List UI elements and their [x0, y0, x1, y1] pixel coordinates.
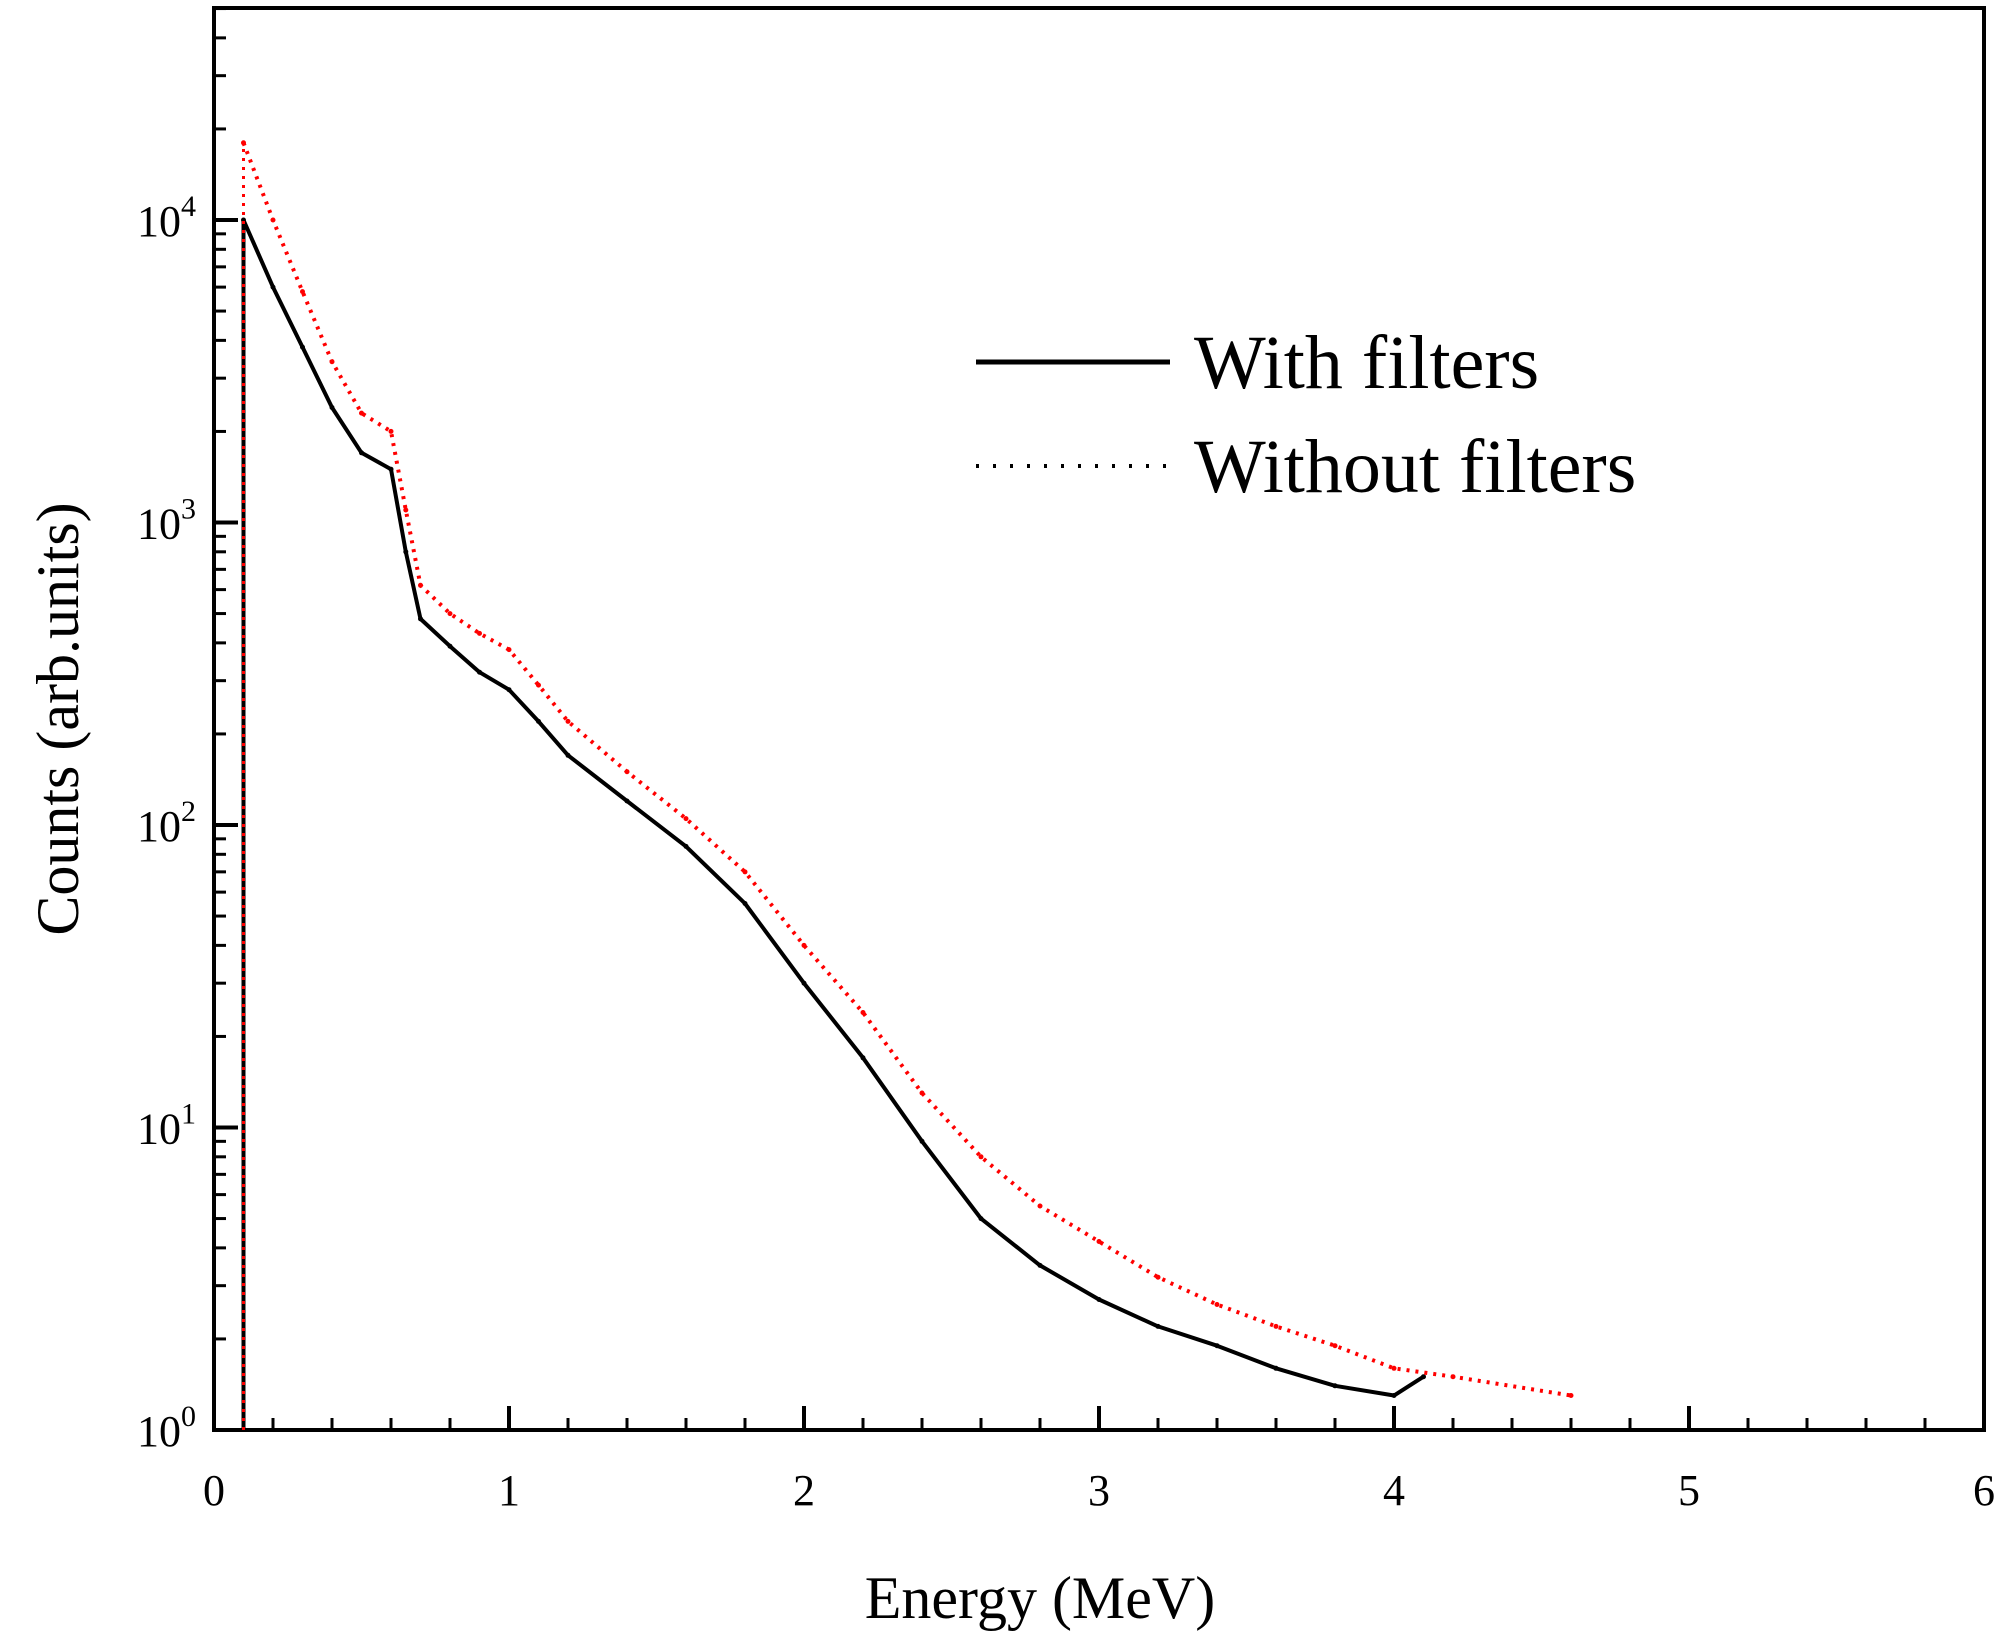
point-without-filters: [536, 682, 541, 688]
point-with-filters: [742, 901, 748, 906]
x-tick-label: 0: [203, 1466, 225, 1515]
point-with-filters: [270, 284, 276, 290]
y-tick-label: 100: [137, 1400, 196, 1456]
point-without-filters: [403, 507, 409, 513]
x-tick-label: 3: [1088, 1466, 1110, 1515]
point-without-filters: [1155, 1274, 1161, 1280]
point-without-filters: [624, 769, 630, 775]
x-tick-label: 5: [1678, 1466, 1700, 1515]
series-without-filters: [241, 142, 1572, 1398]
point-with-filters: [1214, 1343, 1220, 1349]
point-without-filters: [860, 1010, 866, 1015]
point-without-filters: [1391, 1365, 1397, 1371]
point-without-filters: [1037, 1203, 1043, 1209]
point-with-filters: [919, 1138, 925, 1144]
legend-label-with-filters: With filters: [1194, 321, 1539, 405]
point-with-filters: [447, 643, 453, 649]
point-without-filters: [418, 582, 423, 588]
point-without-filters: [300, 289, 305, 295]
point-without-filters: [1568, 1393, 1574, 1398]
point-without-filters: [683, 816, 689, 822]
y-tick-label: 101: [137, 1098, 196, 1154]
point-without-filters: [359, 410, 364, 416]
point-with-filters: [536, 718, 541, 724]
y-tick-label: 103: [137, 493, 196, 549]
x-tick-label: 1: [498, 1466, 520, 1515]
point-with-filters: [329, 405, 335, 410]
point-with-filters: [565, 752, 571, 758]
point-without-filters: [329, 359, 335, 365]
point-with-filters: [978, 1216, 984, 1222]
point-without-filters: [1096, 1239, 1102, 1244]
legend: With filters Without filters: [976, 321, 1636, 509]
x-tick-label: 2: [793, 1466, 815, 1515]
point-without-filters: [919, 1090, 925, 1096]
point-with-filters: [1332, 1383, 1338, 1389]
point-without-filters: [241, 140, 246, 146]
y-axis-label: Counts (arb.units): [25, 502, 91, 935]
point-with-filters: [801, 980, 807, 986]
point-without-filters: [978, 1154, 984, 1160]
point-with-filters: [477, 669, 482, 675]
point-without-filters: [565, 718, 571, 724]
x-tick-label: 4: [1383, 1466, 1405, 1515]
point-without-filters: [477, 630, 482, 636]
y-tick-label: 104: [137, 190, 196, 246]
point-with-filters: [418, 616, 423, 622]
point-without-filters: [1273, 1323, 1279, 1329]
point-without-filters: [1332, 1343, 1338, 1349]
point-with-filters: [1037, 1262, 1043, 1268]
point-with-filters: [403, 549, 409, 555]
point-with-filters: [1391, 1393, 1397, 1398]
point-with-filters: [1421, 1374, 1426, 1380]
legend-label-without-filters: Without filters: [1194, 425, 1636, 509]
point-without-filters: [270, 217, 276, 223]
point-with-filters: [860, 1055, 866, 1061]
x-tick-label: 6: [1973, 1466, 1995, 1515]
x-axis-label: Energy (MeV): [865, 1565, 1215, 1631]
plot-frame: [212, 6, 1986, 1432]
point-with-filters: [506, 687, 512, 693]
x-axis-ticks: 0 1 2 3 4 5 6: [203, 1406, 1995, 1515]
y-tick-label: 102: [137, 795, 196, 851]
point-without-filters: [506, 647, 512, 653]
point-with-filters: [388, 466, 394, 472]
series-with-filters: [241, 219, 1425, 1398]
point-without-filters: [1450, 1374, 1456, 1380]
y-axis-ticks: 100 101 102 103 104: [137, 7, 238, 1456]
point-without-filters: [1214, 1302, 1220, 1307]
point-without-filters: [801, 942, 807, 948]
series-layer: [241, 140, 1574, 1430]
point-without-filters: [388, 428, 394, 434]
point-with-filters: [683, 843, 689, 849]
point-with-filters: [359, 450, 364, 456]
point-without-filters: [447, 611, 453, 617]
point-without-filters: [742, 869, 748, 875]
point-with-filters: [1155, 1323, 1161, 1329]
point-with-filters: [1273, 1365, 1279, 1371]
point-with-filters: [1096, 1297, 1102, 1302]
point-with-filters: [300, 344, 305, 350]
point-with-filters: [624, 798, 630, 804]
